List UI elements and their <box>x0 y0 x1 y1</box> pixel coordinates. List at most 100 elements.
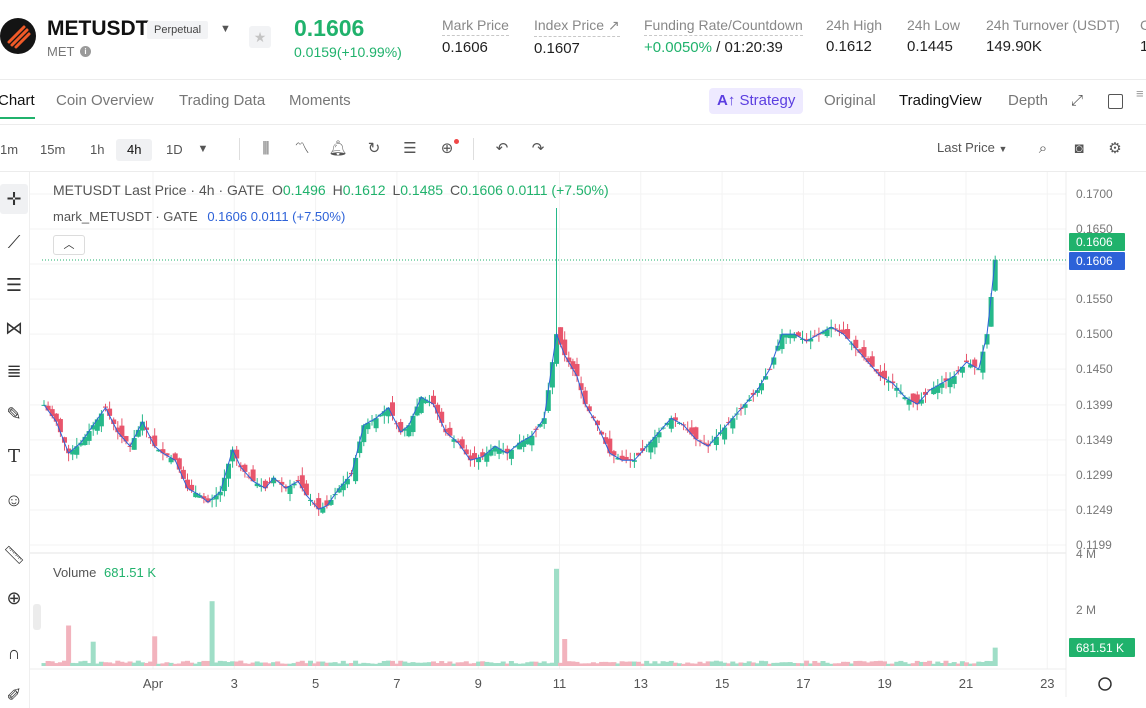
volume-bar <box>349 663 354 666</box>
candle-body <box>882 370 887 379</box>
search-icon[interactable]: ⌕ <box>1038 140 1048 157</box>
templates-icon[interactable]: ☰ <box>403 140 417 157</box>
add-plus-icon[interactable]: ⊕ <box>436 138 459 160</box>
candle-body <box>754 390 760 393</box>
expand-icon[interactable]: ⤢ <box>1071 92 1084 109</box>
candle-body <box>316 498 322 510</box>
volume-legend: Volume 681.51 K <box>53 565 156 580</box>
horizontal-lines-icon[interactable]: ☰ <box>5 275 23 295</box>
indicators-icon[interactable]: 〽 <box>294 140 310 157</box>
volume-bar <box>312 663 318 666</box>
emoji-icon[interactable]: ☺ <box>4 490 24 510</box>
settings-circle-icon[interactable] <box>1098 677 1112 691</box>
price-tick: 0.1349 <box>1076 433 1113 447</box>
pattern-icon[interactable]: ⋈ <box>5 318 23 338</box>
candle-body <box>894 387 900 391</box>
candles <box>41 208 998 516</box>
volume-bar <box>180 661 186 666</box>
candle-body <box>705 443 711 447</box>
volume-bar <box>590 662 596 666</box>
volume-bar <box>525 662 531 666</box>
candle-body <box>779 334 785 350</box>
time-tick: 7 <box>393 676 400 691</box>
view-tradingview[interactable]: TradingView <box>899 92 982 109</box>
text-icon[interactable]: T <box>7 446 20 467</box>
info-icon[interactable]: i <box>80 46 91 57</box>
stat-label[interactable]: Index Price ↗ <box>534 17 620 37</box>
strategy-button[interactable]: A↑ Strategy <box>709 88 804 114</box>
volume-bar <box>992 647 998 666</box>
brush-icon[interactable]: ✎ <box>6 404 22 424</box>
volume-bar <box>746 661 752 666</box>
chevron-down-icon[interactable]: ▼ <box>197 143 209 155</box>
candle-body <box>287 485 293 494</box>
symbol-title[interactable]: METUSDT <box>47 17 149 40</box>
volume-bar <box>41 663 47 666</box>
candle-body <box>836 329 842 332</box>
candle-body <box>968 364 974 368</box>
price-source-select[interactable]: Last Price ▼ <box>937 140 1007 155</box>
tab-moments[interactable]: Moments <box>289 92 351 109</box>
candle-body <box>664 422 670 425</box>
stat-label[interactable]: Mark Price <box>442 17 509 36</box>
volume-bar <box>554 568 559 666</box>
zoom-in-icon[interactable]: ⊕ <box>6 588 22 608</box>
scrollbar-handle[interactable]: ≡ <box>1136 86 1144 101</box>
tab-trading-data[interactable]: Trading Data <box>179 92 266 109</box>
candle-body <box>656 432 662 438</box>
fib-icon[interactable]: ≣ <box>6 361 22 381</box>
volume-bar <box>168 662 174 666</box>
collapse-legend-button[interactable]: ︿ <box>53 235 85 255</box>
tab-chart[interactable]: Chart <box>0 92 35 119</box>
interval-1m[interactable]: 1m <box>0 142 19 157</box>
redo-icon[interactable]: ↷ <box>531 140 545 157</box>
trend-line-icon[interactable]: ⟋ <box>7 232 21 252</box>
pencil-icon[interactable]: ✐ <box>6 685 22 705</box>
time-tick: Apr <box>143 676 164 691</box>
undo-icon[interactable]: ↶ <box>495 140 509 157</box>
content-tabs: Chart Coin Overview Trading Data Moments <box>0 80 1146 125</box>
candle-body <box>578 383 584 391</box>
view-original[interactable]: Original <box>824 92 876 109</box>
interval-1h[interactable]: 1h <box>90 142 105 157</box>
candle-body <box>820 331 826 334</box>
candle-body <box>172 453 178 461</box>
volume-bar <box>254 661 260 666</box>
replay-icon[interactable]: ↻ <box>367 140 381 157</box>
interval-4h[interactable]: 4h <box>116 139 153 161</box>
candle-body <box>980 351 986 373</box>
pane-resize-handle[interactable] <box>33 604 41 630</box>
volume-bar <box>570 661 576 666</box>
volume-bar <box>308 660 313 666</box>
volume-bar <box>734 663 740 666</box>
crosshair-icon[interactable]: ✛ <box>0 184 28 214</box>
candle-type-icon[interactable]: ⫼ <box>262 140 270 157</box>
candle-body <box>385 407 391 417</box>
candle-body <box>463 449 469 455</box>
tab-coin-overview[interactable]: Coin Overview <box>56 92 154 109</box>
camera-icon[interactable]: ◙ <box>1074 140 1084 157</box>
chevron-down-icon[interactable]: ▼ <box>220 23 231 35</box>
ruler-icon[interactable]: 📏︎ <box>2 545 26 565</box>
alert-icon[interactable]: 🔔︎ <box>328 140 348 157</box>
volume-bar <box>713 660 719 666</box>
price-chart[interactable]: 0.17000.16500.16000.15500.15000.14500.13… <box>0 172 1146 708</box>
stat-label[interactable]: Funding Rate/Countdown <box>644 17 803 36</box>
gear-icon[interactable]: ⚙ <box>1108 140 1122 157</box>
volume-bar <box>750 662 756 666</box>
volume-bar <box>135 660 141 666</box>
candle-body <box>381 411 387 416</box>
volume-bar <box>935 661 941 666</box>
candle-body <box>406 425 412 437</box>
interval-15m[interactable]: 15m <box>40 142 66 157</box>
view-depth[interactable]: Depth <box>1008 92 1049 109</box>
strategy-label: Strategy <box>739 92 796 109</box>
magnet-icon[interactable]: ∩ <box>7 643 21 663</box>
time-tick: 15 <box>715 676 729 691</box>
candle-body <box>74 446 80 455</box>
fullscreen-icon[interactable] <box>1108 94 1123 109</box>
volume-bar <box>599 661 605 666</box>
interval-1d[interactable]: 1D <box>166 142 183 157</box>
favorite-star-icon[interactable]: ★ <box>249 26 271 48</box>
volume-bar <box>775 662 781 666</box>
